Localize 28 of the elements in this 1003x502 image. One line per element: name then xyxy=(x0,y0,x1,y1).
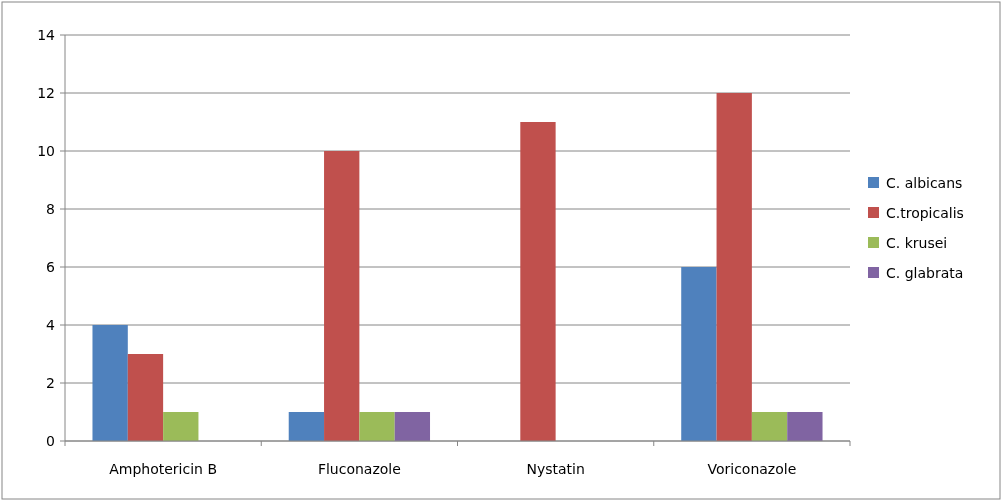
legend-label: C. krusei xyxy=(886,234,948,251)
bar xyxy=(520,122,556,441)
y-tick-label: 4 xyxy=(46,316,56,333)
y-tick-label: 6 xyxy=(46,258,56,275)
y-tick-label: 8 xyxy=(46,200,55,217)
y-tick-label: 2 xyxy=(46,374,55,391)
bar xyxy=(394,412,431,441)
y-tick-label: 0 xyxy=(46,432,55,449)
bar xyxy=(716,93,752,441)
bar xyxy=(127,354,164,441)
bar xyxy=(751,412,788,441)
y-tick-label: 10 xyxy=(37,142,55,159)
bar xyxy=(359,412,395,441)
bar xyxy=(288,412,325,441)
y-tick-label: 14 xyxy=(37,26,56,43)
y-tick-label: 12 xyxy=(37,84,55,101)
x-tick-label: Fluconazole xyxy=(317,461,401,477)
legend-label: C. albicans xyxy=(886,174,963,191)
bar xyxy=(92,325,128,441)
x-tick-label: Amphotericin B xyxy=(109,461,218,477)
legend-label: C. glabrata xyxy=(886,264,964,281)
x-tick-label: Nystatin xyxy=(526,461,585,477)
legend-label: C.tropicalis xyxy=(886,204,964,221)
bar xyxy=(787,412,823,441)
x-tick-label: Voriconazole xyxy=(707,461,797,477)
bar xyxy=(324,151,360,441)
bar xyxy=(681,267,717,441)
bar xyxy=(163,412,199,441)
